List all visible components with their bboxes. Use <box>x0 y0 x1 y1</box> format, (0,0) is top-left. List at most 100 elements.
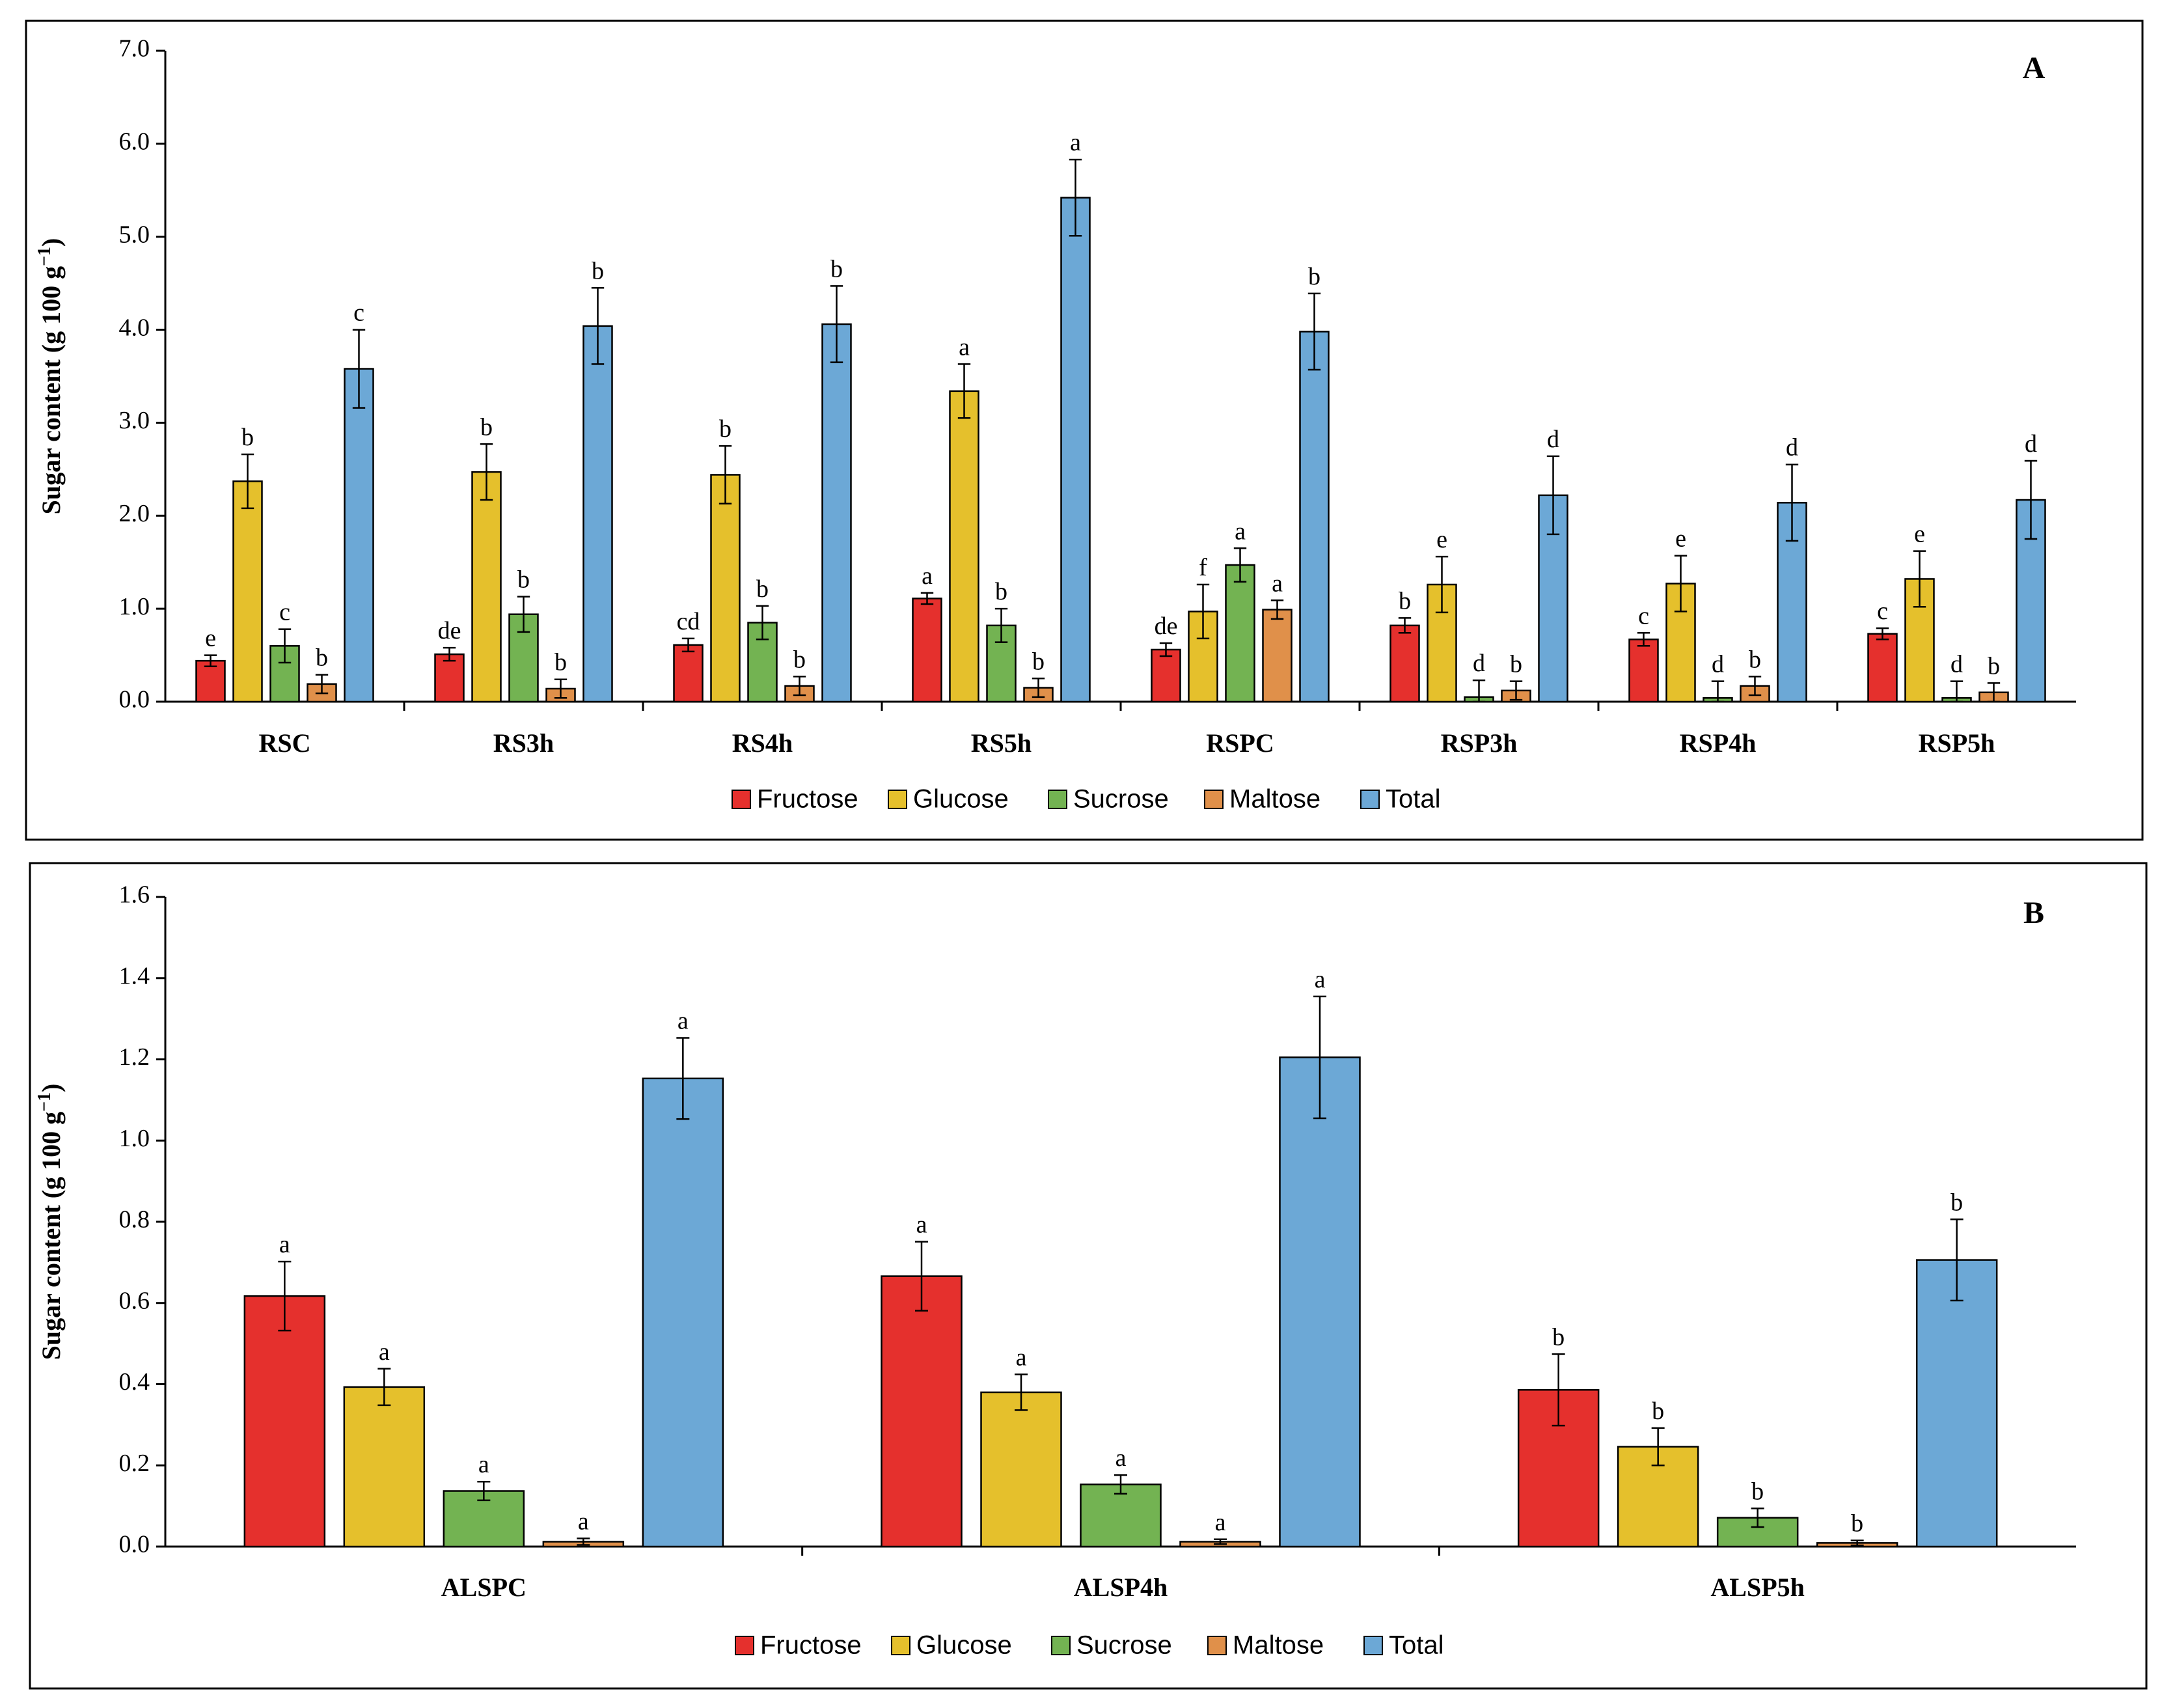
legend-label: Maltose <box>1229 785 1320 814</box>
significance-letter: b <box>756 575 769 603</box>
y-tick-label: 1.4 <box>119 962 150 989</box>
legend-swatch <box>1051 1636 1071 1655</box>
bar-maltose <box>1262 609 1293 703</box>
legend-swatch <box>1048 790 1067 809</box>
y-axis-title: Sugar content (g 100 g−1) <box>34 238 66 515</box>
legend-label: Fructose <box>757 785 858 814</box>
significance-letter: b <box>1552 1323 1565 1351</box>
significance-letter: b <box>1950 1189 1963 1216</box>
significance-letter: d <box>1950 651 1963 678</box>
y-tick-label: 0.2 <box>119 1450 150 1477</box>
y-axis-title: Sugar content (g 100 g−1) <box>34 1084 66 1360</box>
significance-letter: c <box>279 599 290 626</box>
significance-letter: b <box>1510 651 1522 678</box>
significance-letter: cd <box>677 608 700 635</box>
y-tick-label: 0.0 <box>119 686 150 713</box>
legend-swatch <box>888 790 907 809</box>
y-tick-label: 1.6 <box>119 881 150 909</box>
significance-letter: d <box>1547 426 1559 453</box>
panel-frame <box>29 862 2148 1690</box>
y-axis-title-close: ) <box>36 1084 66 1092</box>
bar-fructose <box>1389 624 1420 703</box>
significance-letter: a <box>1215 1509 1226 1536</box>
y-tick-label: 0.6 <box>119 1287 150 1314</box>
legend-label: Glucose <box>916 1631 1012 1660</box>
bar-glucose <box>232 480 263 703</box>
category-label: RSP4h <box>1680 728 1757 758</box>
significance-letter: e <box>205 625 216 652</box>
y-tick-label: 5.0 <box>119 221 150 248</box>
legend-swatch <box>735 1636 754 1655</box>
category-label: RSC <box>258 728 310 758</box>
bar-sucrose <box>1225 564 1255 703</box>
bar-fructose <box>243 1295 326 1548</box>
legend-item-total: Total <box>1360 785 1441 814</box>
significance-letter: c <box>353 299 364 327</box>
legend-swatch <box>1360 790 1380 809</box>
legend-label: Maltose <box>1233 1631 1324 1660</box>
bar-total <box>1279 1056 1361 1548</box>
bar-total <box>344 368 374 703</box>
legend-swatch <box>891 1636 910 1655</box>
category-label: ALSP4h <box>1074 1573 1168 1602</box>
bar-glucose <box>710 474 741 703</box>
significance-letter: c <box>1877 598 1888 625</box>
y-tick-label: 0.8 <box>119 1206 150 1233</box>
significance-letter: b <box>517 566 530 594</box>
significance-letter: b <box>1652 1398 1664 1425</box>
significance-letter: b <box>241 424 254 451</box>
significance-letter: b <box>1032 648 1045 675</box>
significance-letter: a <box>578 1508 589 1536</box>
bar-total <box>1915 1259 1998 1548</box>
bar-fructose <box>912 598 942 703</box>
significance-letter: a <box>1016 1344 1027 1371</box>
bar-total <box>642 1077 724 1548</box>
significance-letter: e <box>1436 526 1447 553</box>
y-tick-label: 1.0 <box>119 1125 150 1152</box>
legend-label: Total <box>1386 785 1441 814</box>
significance-letter: a <box>959 333 970 361</box>
legend-label: Sucrose <box>1073 785 1169 814</box>
y-axis-title-close: ) <box>36 238 66 247</box>
significance-letter: b <box>1399 587 1411 614</box>
bar-fructose <box>434 653 465 703</box>
bar-fructose <box>1151 648 1181 703</box>
significance-letter: a <box>1235 517 1246 545</box>
bar-fructose <box>1867 633 1898 703</box>
significance-letter: a <box>677 1007 689 1034</box>
legend-item-glucose: Glucose <box>891 1631 1012 1660</box>
significance-letter: f <box>1199 554 1207 581</box>
y-tick-label: 2.0 <box>119 500 150 527</box>
y-tick-label: 7.0 <box>119 35 150 62</box>
bar-glucose <box>949 390 979 703</box>
legend-swatch <box>1204 790 1224 809</box>
y-tick-label: 6.0 <box>119 128 150 156</box>
significance-letter: a <box>478 1451 489 1478</box>
legend-label: Glucose <box>913 785 1009 814</box>
significance-letter: a <box>916 1211 927 1239</box>
bar-fructose <box>1628 639 1659 703</box>
chart-panel-A: 0.0 1.0 2.0 3.0 4.0 5.0 6.0 7.0 Sugar content (g… <box>25 20 2144 841</box>
significance-letter: a <box>1115 1444 1127 1472</box>
bar-total <box>821 323 852 703</box>
significance-letter: b <box>480 413 493 441</box>
significance-letter: d <box>1786 434 1798 461</box>
y-tick-label: 0.0 <box>119 1531 150 1558</box>
bar-glucose <box>471 471 502 703</box>
legend-item-sucrose: Sucrose <box>1048 785 1169 814</box>
significance-letter: b <box>995 578 1007 605</box>
legend-item-fructose: Fructose <box>732 785 858 814</box>
legend-item-fructose: Fructose <box>735 1631 862 1660</box>
category-label: RS5h <box>971 728 1032 758</box>
category-label: RS3h <box>493 728 554 758</box>
significance-letter: d <box>1712 651 1724 678</box>
significance-letter: d <box>2025 430 2037 458</box>
y-tick-label: 3.0 <box>119 407 150 434</box>
significance-letter: b <box>793 646 806 673</box>
legend-label: Fructose <box>760 1631 862 1660</box>
significance-letter: b <box>1751 1478 1764 1505</box>
category-label: RS4h <box>732 728 793 758</box>
bar-glucose <box>980 1391 1062 1548</box>
y-tick-label: 1.2 <box>119 1043 150 1071</box>
